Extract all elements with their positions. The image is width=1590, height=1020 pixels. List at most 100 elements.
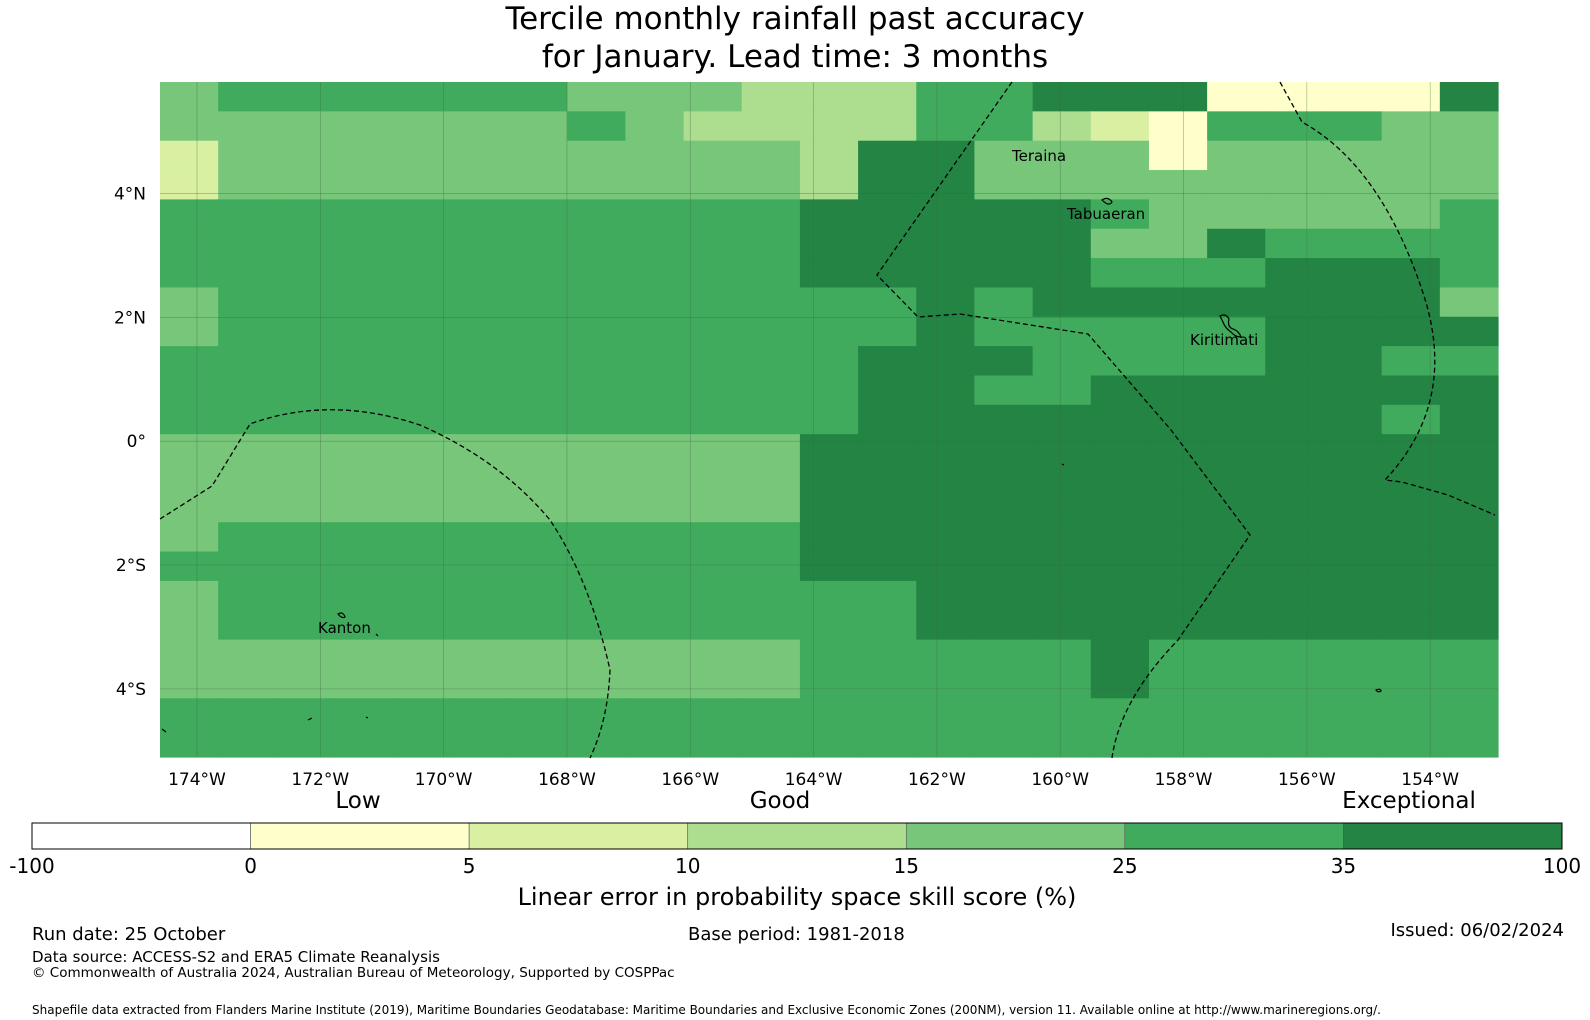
heatmap-cell	[1090, 522, 1150, 553]
heatmap-cell	[1032, 610, 1092, 641]
heatmap-cell	[1090, 492, 1150, 523]
heatmap-cell	[625, 316, 685, 347]
heatmap-cell	[1265, 610, 1325, 641]
heatmap-cell	[858, 170, 917, 200]
heatmap-cell	[1439, 434, 1499, 465]
heatmap-cell	[276, 668, 336, 699]
heatmap-cell	[392, 346, 452, 377]
heatmap-cell	[683, 492, 743, 523]
heatmap-cell	[974, 522, 1034, 553]
heatmap-cell	[218, 140, 277, 171]
heatmap-cell	[625, 668, 685, 699]
heatmap-cell	[683, 82, 743, 112]
heatmap-cell	[741, 463, 801, 494]
heatmap-cell	[1381, 551, 1441, 582]
heatmap-cell	[1207, 639, 1266, 670]
heatmap-cell	[799, 492, 859, 523]
heatmap-cell	[683, 375, 743, 406]
heatmap-cell	[218, 639, 277, 670]
heatmap-cell	[1265, 404, 1325, 435]
heatmap-cell	[450, 287, 510, 318]
heatmap-cell	[1090, 463, 1150, 494]
heatmap-cell	[741, 82, 801, 112]
heatmap-cell	[916, 727, 976, 758]
heatmap-cell	[625, 404, 685, 435]
heatmap-cell	[276, 346, 336, 377]
heatmap-cell	[1148, 727, 1208, 758]
heatmap-cell	[1032, 522, 1092, 553]
heatmap-cell	[1032, 170, 1092, 200]
heatmap-cell	[1323, 258, 1383, 289]
heatmap-cell	[218, 316, 277, 347]
heatmap-cell	[1032, 639, 1092, 670]
heatmap-cell	[858, 404, 917, 435]
heatmap-cell	[683, 727, 743, 758]
heatmap-cell	[334, 170, 394, 200]
heatmap-cell	[160, 228, 219, 259]
heatmap-cell	[1323, 463, 1383, 494]
heatmap-cell	[1439, 404, 1499, 435]
heatmap-cell	[218, 111, 277, 142]
heatmap-cell	[799, 404, 859, 435]
heatmap-cell	[1148, 316, 1208, 347]
heatmap-cell	[974, 170, 1034, 200]
heatmap-cell	[509, 727, 568, 758]
heatmap-cell	[1439, 228, 1499, 259]
heatmap-cell	[741, 316, 801, 347]
heatmap-cell	[509, 111, 568, 142]
base-period: Base period: 1981-2018	[688, 924, 905, 945]
heatmap-cell	[858, 727, 917, 758]
heatmap-cell	[1090, 727, 1150, 758]
heatmap-cell	[160, 404, 219, 435]
colorbar-tick: 0	[244, 854, 257, 878]
heatmap-cell	[160, 434, 219, 465]
heatmap-cell	[974, 580, 1034, 611]
heatmap-cell	[1381, 698, 1441, 729]
heatmap-cell	[1090, 258, 1150, 289]
heatmap-cell	[799, 258, 859, 289]
heatmap-cell	[334, 346, 394, 377]
heatmap-cell	[567, 346, 626, 377]
heatmap-cell	[1323, 580, 1383, 611]
place-label-kiritimati: Kiritimati	[1190, 331, 1258, 349]
heatmap-cell	[567, 551, 626, 582]
heatmap-cell	[509, 199, 568, 230]
heatmap-cell	[1207, 82, 1266, 112]
heatmap-cell	[1381, 668, 1441, 699]
heatmap-cell	[276, 140, 336, 171]
heatmap-cell	[741, 228, 801, 259]
heatmap-cell	[858, 639, 917, 670]
heatmap-cell	[683, 140, 743, 171]
heatmap-cell	[218, 668, 277, 699]
heatmap-cell	[334, 463, 394, 494]
heatmap-cell	[1032, 375, 1092, 406]
heatmap-cell	[509, 610, 568, 641]
heatmap-cell	[1381, 199, 1441, 230]
heatmap-cell	[1381, 140, 1441, 171]
heatmap-cell	[218, 346, 277, 377]
heatmap-cell	[858, 668, 917, 699]
heatmap-cell	[1032, 316, 1092, 347]
heatmap-cell	[509, 170, 568, 200]
heatmap-cell	[1148, 199, 1208, 230]
heatmap-cell	[858, 434, 917, 465]
lat-label: 0°	[127, 432, 146, 452]
heatmap-cell	[1148, 82, 1208, 112]
heatmap-cell	[276, 580, 336, 611]
heatmap-cell	[160, 375, 219, 406]
heatmap-cell	[1381, 727, 1441, 758]
heatmap-cell	[683, 111, 743, 142]
heatmap-cell	[1323, 639, 1383, 670]
heatmap-cell	[276, 258, 336, 289]
heatmap-cell	[1090, 199, 1150, 230]
heatmap-cell	[1207, 170, 1266, 200]
heatmap-cell	[1090, 170, 1150, 200]
heatmap-cell	[1439, 287, 1499, 318]
heatmap-cell	[1381, 287, 1441, 318]
heatmap-cell	[392, 111, 452, 142]
heatmap-cell	[1148, 258, 1208, 289]
heatmap-cell	[1439, 551, 1499, 582]
heatmap-cell	[916, 551, 976, 582]
longitude-labels: 174°W 172°W 170°W 168°W 166°W 164°W 162°W 160°W…	[168, 770, 1459, 790]
lon-label: 160°W	[1031, 770, 1089, 790]
